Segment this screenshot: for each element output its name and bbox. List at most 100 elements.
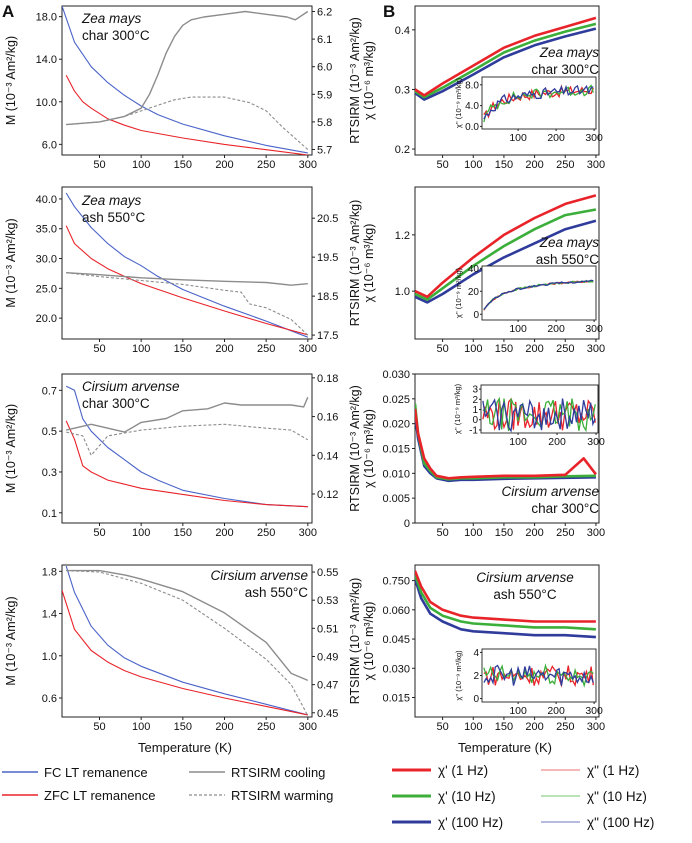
- chart-b3-inset-y-tick-label: -1: [469, 425, 478, 436]
- chart-b4-title-species: Cirsium arvense: [476, 570, 574, 585]
- chart-b3: 50 100 150 200 250 3000.0300.0250.0200.0150.0…: [362, 369, 605, 539]
- chart-a1-y-left-tick-label: 18.0: [36, 12, 57, 24]
- chart-a1-series-rtsirm-cooling: [66, 10, 309, 126]
- chart-a1-title-treatment: char 300°C: [82, 28, 150, 43]
- chart-b4-inset-series-chi2-10hz: [483, 663, 594, 688]
- chart-a3-x-tick-label: 100: [132, 527, 150, 539]
- chart-a4: 50 100 150 200 250 300 1.8 1.4 1.0 0.6 0.55 0.53 0.5…: [4, 564, 362, 733]
- chart-a2-y-left-tick-label: 35.0: [36, 224, 57, 236]
- chart-a1-x-tick-label: 50: [93, 159, 105, 171]
- chart-b2-y-tick-label: 1.2: [395, 230, 410, 242]
- chart-a1-y-left-tick-label: 14.0: [36, 54, 57, 66]
- chart-b4-series-group: [415, 570, 596, 639]
- chart-a1-x-tick-label: 300: [299, 159, 317, 171]
- chart-a1-y-right-tick-label: 5.7: [317, 144, 332, 156]
- chart-a4-y-right-tick-label: 0.45: [317, 708, 338, 720]
- legend-b-label-0: χ' (1 Hz): [438, 763, 488, 778]
- chart-b2-x-tick-label: 300: [587, 343, 605, 355]
- chart-b3-inset-x-tick-label: 200: [548, 436, 566, 448]
- chart-b3-y-tick-label: 0.030: [382, 369, 410, 381]
- chart-b4-y-tick-label: 0.015: [382, 693, 410, 705]
- chart-b2-x-tick-label: 50: [436, 343, 448, 355]
- chart-b4-inset-y-tick-label: 2: [473, 671, 479, 682]
- chart-a2-x-tick-label: 150: [174, 343, 192, 355]
- chart-a3-series-group: [65, 385, 309, 508]
- chart-a2-y-left-tick-label: 20.0: [36, 313, 57, 325]
- chart-a3-frame: [61, 373, 313, 524]
- chart-a3-x-tick-label: 250: [257, 527, 275, 539]
- chart-a1-title-species: Zea mays: [81, 11, 142, 26]
- chart-b2-x-tick-label: 150: [495, 343, 513, 355]
- chart-b1-inset-y-tick-label: 4.0: [465, 101, 479, 112]
- chart-b2-inset-y-label: χ'' (10⁻⁹ m³/kg): [454, 267, 463, 318]
- panel-label-a: A: [2, 2, 14, 21]
- chart-b4-inset-y-tick-label: 4: [473, 648, 479, 659]
- chart-a3-y-left-tick-label: 0.3: [42, 467, 57, 479]
- chart-a2-x-tick-label: 300: [299, 343, 317, 355]
- chart-b3-x-tick-label: 100: [464, 527, 482, 539]
- chart-b1-inset-series-chi2-10hz: [483, 84, 594, 123]
- chart-b1: 50 100 150 200 250 300 0.4 0.3 0.2 χ (10⁻⁶ m³/kg)…: [362, 5, 605, 171]
- chart-a1-y-right-tick-label: 5.8: [317, 117, 332, 129]
- chart-b4-x-tick-label: 150: [495, 721, 513, 733]
- chart-a2-series-rtsirm-warming: [66, 272, 309, 336]
- chart-b1-y-label: χ (10⁻⁶ m³/kg): [362, 41, 376, 120]
- chart-b1-x-tick-label: 200: [525, 159, 543, 171]
- chart-a1-y-right-tick-label: 6.2: [317, 7, 332, 19]
- chart-a4-x-tick-label: 100: [132, 721, 150, 733]
- chart-a1-y-right-label: RTSIRM (10⁻³ Am²/kg): [348, 17, 362, 144]
- chart-b3-inset-y-tick-label: 2: [472, 395, 478, 406]
- chart-b4-inset-x-tick-label: 300: [585, 705, 603, 717]
- chart-a2-title-species: Zea mays: [81, 193, 142, 208]
- chart-a1-y-left-tick-label: 10.0: [36, 97, 57, 109]
- chart-a2-y-right-tick-label: 17.5: [317, 330, 338, 342]
- chart-b2-inset-x-tick-label: 300: [585, 323, 603, 335]
- chart-b1-frame: [414, 5, 600, 156]
- chart-a3-x-tick-label: 150: [174, 527, 192, 539]
- chart-b3-inset-series-chi2-10hz: [482, 396, 596, 433]
- chart-b3-y-tick-label: 0.010: [382, 468, 410, 480]
- chart-b2-title-treatment: ash 550°C: [536, 252, 599, 267]
- chart-a3-y-right-tick-label: 0.12: [317, 489, 338, 501]
- legend-b-label-5: χ" (100 Hz): [587, 815, 654, 830]
- legend-a-label-zfc-lt-remanence: ZFC LT remanence: [44, 788, 156, 803]
- chart-b2-x-tick-label: 100: [464, 343, 482, 355]
- chart-a2-series-group: [65, 192, 309, 338]
- chart-b2-series-1-hz: [415, 194, 597, 299]
- chart-b2-y-tick-label: 1.0: [395, 286, 410, 298]
- chart-a2-x-tick-label: 200: [215, 343, 233, 355]
- chart-b1-x-tick-label: 250: [556, 159, 574, 171]
- chart-b1-inset-series-chi2-1hz: [483, 84, 594, 119]
- chart-b4-y-tick-label: 0.750: [382, 576, 410, 588]
- chart-a2-x-tick-label: 100: [132, 343, 150, 355]
- chart-b4-y-tick-label: 0.060: [382, 605, 410, 617]
- chart-a2-y-left-label: M (10⁻³ Am²/kg): [4, 218, 18, 307]
- chart-b1-y-tick-label: 0.4: [395, 25, 410, 37]
- chart-a3-series-fc-lt-remanence: [65, 385, 308, 508]
- chart-a4-y-left-tick-label: 1.4: [42, 609, 57, 621]
- chart-a2-y-left-tick-label: 30.0: [36, 254, 57, 266]
- charts-group: 50 100 150 200 250 30018.014.010.06.06.26.16.…: [4, 5, 605, 733]
- chart-b1-title-species: Zea mays: [539, 45, 600, 60]
- chart-b4-inset-series-chi2-100hz: [483, 664, 594, 686]
- chart-b4-inset-y-tick-label: 0: [473, 694, 479, 705]
- chart-a1-y-right-tick-label: 5.9: [317, 89, 332, 101]
- chart-b3-inset-y-tick-label: 0: [472, 415, 478, 426]
- chart-b4-inset-y-label: χ'' (10⁻⁹ m³/kg): [454, 650, 463, 701]
- chart-a2-y-right-tick-label: 18.5: [317, 291, 338, 303]
- chart-b2-inset-series-group: [483, 279, 594, 311]
- chart-a1-series-fc-lt-remanence: [62, 6, 308, 154]
- chart-a2-series-fc-lt-remanence: [65, 192, 308, 338]
- chart-a2-y-left-tick-label: 25.0: [36, 283, 57, 295]
- chart-a4-y-right-label: RTSIRM (10⁻³ Am²/kg): [348, 578, 362, 705]
- chart-b2-inset-y-tick-label: 0: [473, 310, 479, 321]
- chart-a4-x-tick-label: 150: [174, 721, 192, 733]
- chart-a4-series-zfc-lt-remanence: [62, 590, 308, 716]
- chart-b3-x-tick-label: 300: [587, 527, 605, 539]
- chart-a2-y-left-tick-label: 40.0: [36, 194, 57, 206]
- chart-b3-inset-y-label: χ'' (10⁻⁹ m³/kg): [453, 383, 462, 434]
- chart-b1-inset-x-tick-label: 100: [509, 132, 527, 144]
- legend-b-label-4: χ' (100 Hz): [438, 815, 503, 830]
